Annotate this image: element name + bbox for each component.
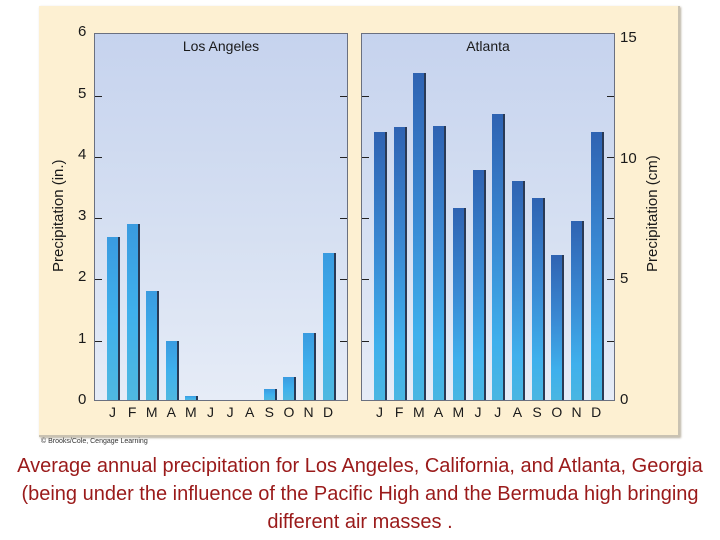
la-bar-1	[126, 224, 140, 400]
atlanta-bar-2	[413, 73, 427, 400]
tick-mark	[95, 340, 102, 342]
atlanta-bar-0	[374, 132, 387, 400]
right-axis-title: Precipitation (cm)	[644, 155, 661, 272]
month-label: A	[166, 404, 176, 420]
la-bar-0	[107, 236, 120, 400]
left-tick-label: 6	[78, 23, 87, 41]
right-tick-label: 10	[620, 149, 637, 167]
tick-mark	[340, 218, 347, 220]
tick-mark	[95, 218, 102, 220]
la-bar-2	[146, 290, 160, 400]
atlanta-bar-7	[511, 181, 525, 400]
month-label: J	[494, 404, 502, 420]
atlanta-bar-3	[433, 126, 447, 400]
atlanta-panel: Atlanta	[361, 33, 615, 401]
left-tick-label: 2	[78, 268, 87, 286]
atlanta-bar-11	[590, 132, 604, 400]
la-bar-4	[185, 395, 199, 400]
tick-mark	[607, 156, 614, 158]
tick-mark	[607, 340, 614, 342]
atlanta-bar-6	[492, 113, 506, 400]
credit-text: © Brooks/Cole, Cengage Learning	[41, 438, 148, 445]
la-bar-10	[303, 333, 316, 400]
tick-mark	[95, 279, 102, 281]
atlanta-bar-8	[531, 198, 545, 400]
month-label: O	[551, 404, 563, 420]
tick-mark	[362, 279, 369, 281]
month-label: F	[127, 404, 137, 420]
atlanta-bar-9	[551, 254, 565, 400]
month-label: M	[413, 404, 425, 420]
month-label: J	[226, 404, 234, 420]
tick-mark	[95, 156, 102, 158]
la-bar-9	[283, 376, 297, 400]
left-axis-title: Precipitation (in.)	[50, 159, 67, 272]
month-label: M	[145, 404, 158, 420]
right-tick-label: 5	[620, 270, 629, 288]
los-angeles-title: Los Angeles	[182, 38, 260, 54]
tick-mark	[340, 340, 347, 342]
tick-mark	[340, 95, 347, 97]
atlanta-title: Atlanta	[466, 38, 510, 54]
atlanta-bar-4	[452, 208, 466, 400]
left-tick-label: 4	[78, 145, 87, 163]
month-label: O	[283, 404, 295, 420]
left-tick-label: 0	[78, 391, 87, 408]
month-label: F	[394, 404, 404, 420]
la-bar-3	[165, 341, 179, 400]
month-label: D	[591, 404, 602, 420]
month-label: D	[323, 404, 334, 420]
tick-mark	[607, 279, 614, 281]
month-label: J	[109, 404, 116, 420]
month-label: J	[474, 404, 482, 420]
right-tick-label: 0	[620, 391, 629, 408]
tick-mark	[340, 156, 347, 158]
la-bar-8	[263, 388, 277, 400]
right-tick-label: 15	[620, 28, 637, 46]
atlanta-bar-1	[393, 127, 407, 400]
tick-mark	[95, 95, 102, 97]
tick-mark	[340, 279, 347, 281]
tick-mark	[362, 156, 369, 158]
month-label: M	[452, 404, 465, 420]
month-label: A	[433, 404, 444, 420]
left-tick-label: 3	[78, 207, 87, 225]
tick-mark	[362, 95, 369, 97]
tick-mark	[607, 95, 614, 97]
month-label: J	[207, 404, 214, 420]
los-angeles-panel: Los Angeles	[94, 33, 348, 401]
la-bar-11	[322, 252, 336, 400]
atlanta-bar-10	[571, 221, 584, 400]
month-label: N	[303, 404, 314, 420]
caption: Average annual precipitation for Los Ang…	[17, 455, 703, 533]
month-label: S	[264, 404, 274, 420]
month-label: A	[245, 404, 255, 420]
tick-mark	[362, 218, 369, 220]
tick-mark	[607, 218, 614, 220]
month-label: N	[571, 404, 582, 420]
month-label: A	[512, 404, 523, 420]
month-label: M	[185, 404, 197, 420]
month-label: J	[376, 404, 383, 420]
left-tick-label: 5	[78, 84, 87, 102]
left-tick-label: 1	[78, 329, 87, 347]
atlanta-bar-5	[472, 170, 486, 400]
month-label: S	[532, 404, 542, 420]
tick-mark	[362, 340, 369, 342]
